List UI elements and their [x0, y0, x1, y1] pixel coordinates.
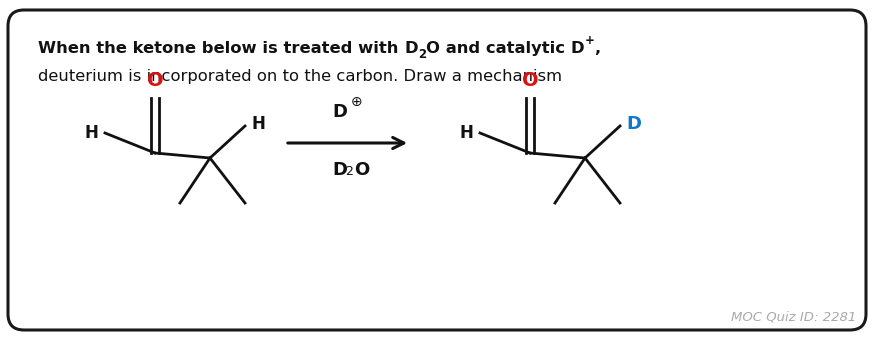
Text: MOC Quiz ID: 2281: MOC Quiz ID: 2281	[731, 311, 856, 324]
Text: H: H	[459, 124, 473, 142]
Text: O: O	[354, 161, 369, 179]
Text: O: O	[522, 71, 539, 90]
FancyBboxPatch shape	[8, 10, 866, 330]
Text: O: O	[146, 71, 163, 90]
Text: deuterium is incorporated on to the carbon. Draw a mechanism: deuterium is incorporated on to the carb…	[38, 69, 562, 84]
Text: H: H	[251, 115, 265, 133]
Text: 2: 2	[418, 48, 426, 61]
Text: H: H	[84, 124, 98, 142]
Text: D: D	[404, 41, 418, 56]
Text: D: D	[626, 115, 641, 133]
Text: ,: ,	[594, 41, 600, 56]
Text: When the ketone below is treated with: When the ketone below is treated with	[38, 41, 404, 56]
Text: ⊕: ⊕	[350, 95, 363, 109]
Text: D: D	[332, 161, 347, 179]
Text: 2: 2	[345, 165, 353, 178]
Text: D: D	[332, 103, 347, 121]
Text: +: +	[584, 34, 594, 47]
Text: D: D	[570, 41, 584, 56]
Text: O and catalytic: O and catalytic	[426, 41, 570, 56]
